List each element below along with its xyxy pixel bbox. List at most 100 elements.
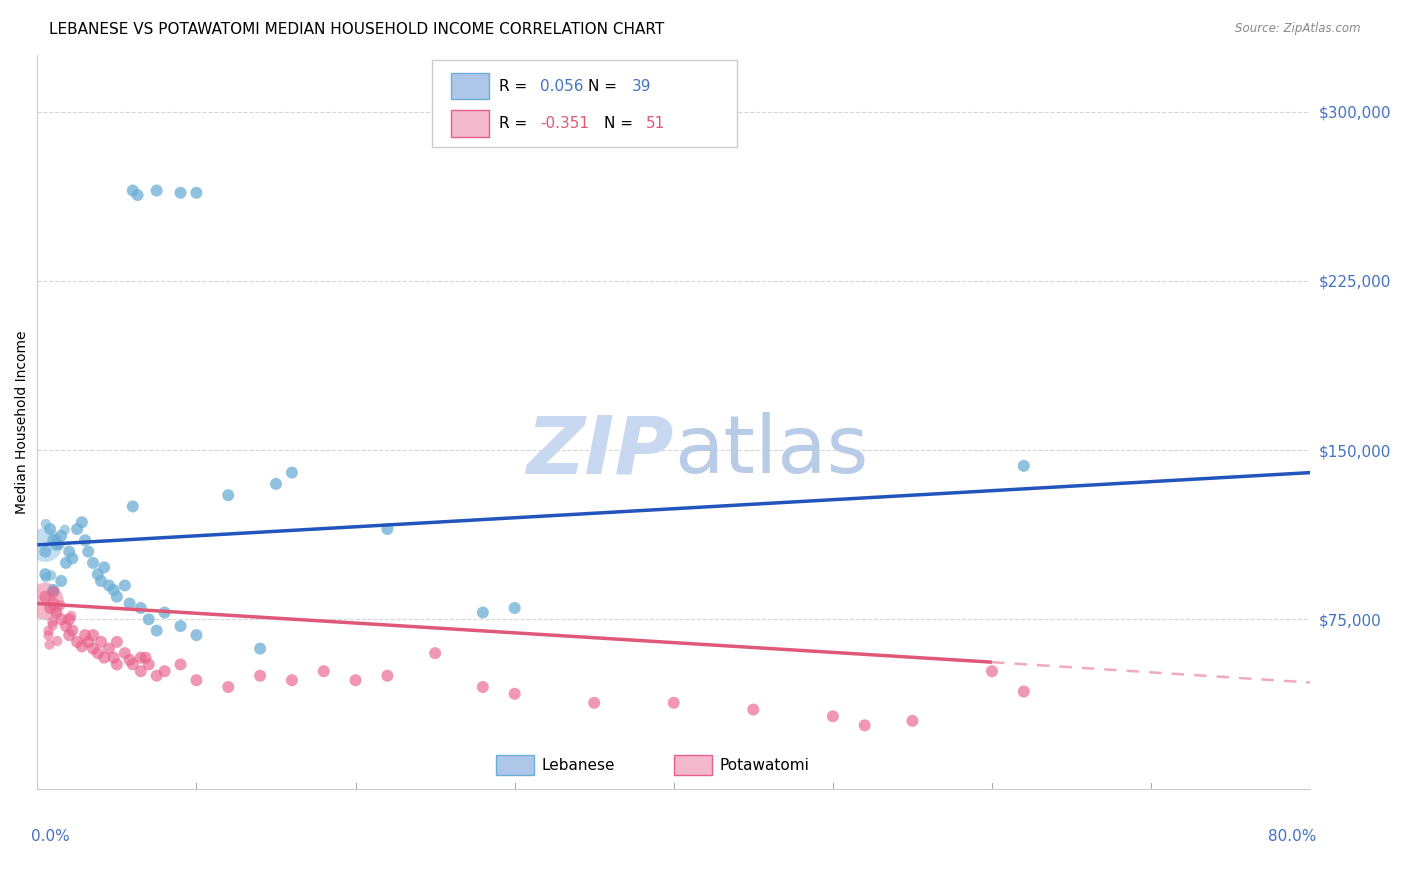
Point: [77, 544, 100, 558]
Point: [97, 578, 120, 592]
Point: [34, 544, 56, 558]
Point: [90, 574, 112, 588]
Point: [853, 718, 876, 732]
Point: [121, 657, 143, 672]
Text: 80.0%: 80.0%: [1268, 829, 1316, 844]
Text: Potawatomi: Potawatomi: [720, 757, 810, 772]
Point: [742, 702, 765, 716]
Point: [344, 673, 367, 688]
Point: [82, 628, 104, 642]
Point: [662, 696, 685, 710]
Point: [118, 653, 141, 667]
Point: [93, 560, 115, 574]
Point: [70, 640, 93, 654]
Point: [75, 533, 97, 548]
Text: 51: 51: [645, 116, 665, 131]
Point: [90, 635, 112, 649]
Point: [145, 669, 167, 683]
Point: [121, 500, 143, 514]
Point: [821, 709, 844, 723]
Point: [60, 608, 83, 623]
Point: [82, 556, 104, 570]
Text: -0.351: -0.351: [540, 116, 589, 131]
Point: [127, 188, 149, 202]
Point: [34, 567, 56, 582]
Point: [105, 635, 128, 649]
Point: [45, 532, 67, 546]
Point: [103, 650, 125, 665]
Point: [503, 687, 526, 701]
Point: [153, 606, 176, 620]
FancyBboxPatch shape: [451, 73, 489, 99]
Point: [37, 628, 59, 642]
Point: [145, 184, 167, 198]
Point: [153, 664, 176, 678]
Point: [39, 601, 62, 615]
Point: [186, 186, 208, 200]
Point: [217, 488, 239, 502]
Point: [46, 634, 69, 648]
Point: [264, 476, 287, 491]
Point: [87, 646, 110, 660]
Point: [249, 669, 271, 683]
Text: R =: R =: [499, 78, 533, 94]
Point: [60, 551, 83, 566]
Point: [583, 696, 606, 710]
Point: [34, 538, 56, 552]
Point: [77, 635, 100, 649]
Point: [97, 641, 120, 656]
Point: [34, 594, 56, 608]
Point: [55, 619, 77, 633]
Point: [135, 650, 157, 665]
Point: [145, 624, 167, 638]
Point: [105, 590, 128, 604]
Point: [51, 574, 73, 588]
Point: [121, 184, 143, 198]
Point: [105, 657, 128, 672]
Point: [471, 680, 494, 694]
Point: [471, 606, 494, 620]
Point: [87, 567, 110, 582]
Point: [503, 601, 526, 615]
Text: R =: R =: [499, 116, 533, 131]
Text: Source: ZipAtlas.com: Source: ZipAtlas.com: [1236, 22, 1361, 36]
FancyBboxPatch shape: [495, 755, 534, 775]
Point: [114, 578, 136, 592]
Point: [118, 597, 141, 611]
Point: [53, 523, 76, 537]
Point: [45, 606, 67, 620]
Point: [39, 522, 62, 536]
Point: [169, 186, 191, 200]
Point: [42, 585, 65, 599]
Point: [138, 612, 160, 626]
Point: [129, 664, 152, 678]
Point: [48, 538, 70, 552]
Point: [217, 680, 239, 694]
Point: [169, 619, 191, 633]
Point: [249, 641, 271, 656]
FancyBboxPatch shape: [432, 61, 737, 147]
Point: [93, 650, 115, 665]
Point: [45, 538, 67, 552]
Point: [42, 582, 65, 597]
Point: [58, 612, 80, 626]
Point: [66, 635, 89, 649]
Point: [138, 657, 160, 672]
Point: [281, 466, 304, 480]
Text: 0.056: 0.056: [540, 78, 583, 94]
Point: [60, 624, 83, 638]
Point: [423, 646, 446, 660]
Point: [981, 664, 1004, 678]
Point: [114, 646, 136, 660]
Text: Lebanese: Lebanese: [541, 757, 614, 772]
Point: [38, 624, 60, 638]
Point: [49, 599, 72, 613]
Point: [58, 544, 80, 558]
Point: [58, 628, 80, 642]
FancyBboxPatch shape: [451, 110, 489, 136]
Point: [34, 590, 56, 604]
Point: [377, 522, 399, 536]
Point: [186, 673, 208, 688]
Text: LEBANESE VS POTAWATOMI MEDIAN HOUSEHOLD INCOME CORRELATION CHART: LEBANESE VS POTAWATOMI MEDIAN HOUSEHOLD …: [49, 22, 665, 37]
Point: [41, 615, 63, 629]
